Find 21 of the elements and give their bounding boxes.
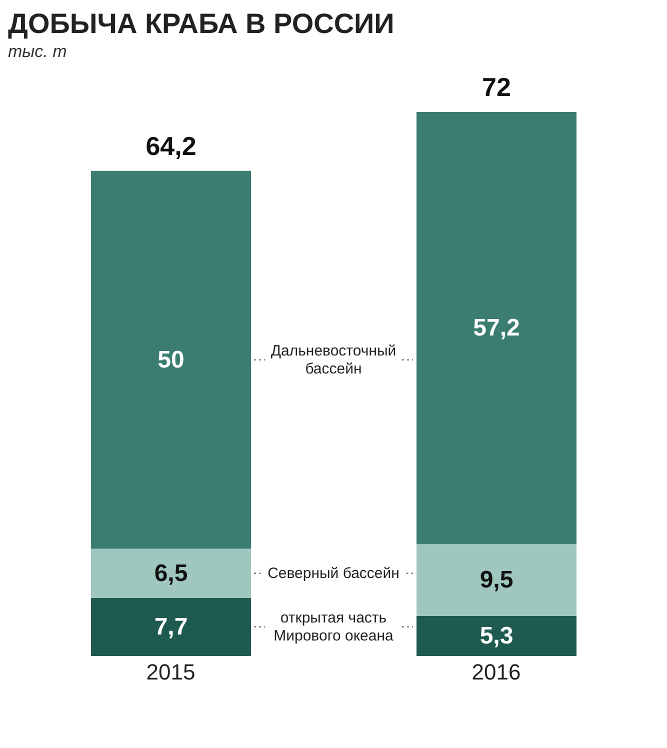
data-label: 50 bbox=[158, 346, 184, 374]
series-label: открытая часть Мирового океана bbox=[274, 609, 394, 644]
x-tick-label: 2015 bbox=[146, 660, 196, 685]
data-label: 9,5 bbox=[480, 566, 514, 594]
bar bbox=[416, 544, 576, 616]
x-tick-label: 2016 bbox=[472, 660, 521, 685]
total-label: 64,2 bbox=[146, 130, 196, 161]
series-label: Дальневосточный бассейн bbox=[270, 342, 396, 378]
data-label: 57,2 bbox=[473, 314, 520, 342]
bar bbox=[91, 548, 251, 598]
chart-title: ДОБЫЧА КРАБА В РОССИИ bbox=[8, 8, 396, 40]
data-label: 6,5 bbox=[154, 560, 188, 587]
data-label: 7,7 bbox=[154, 613, 188, 640]
bar bbox=[91, 170, 251, 549]
total-label: 72 bbox=[482, 72, 511, 102]
bar bbox=[416, 112, 576, 544]
chart-subtitle: тыс. т bbox=[8, 42, 68, 62]
series-label: Северный бассейн bbox=[268, 564, 400, 582]
bar bbox=[91, 598, 251, 656]
data-label: 5,3 bbox=[480, 622, 514, 650]
bar bbox=[416, 616, 576, 656]
